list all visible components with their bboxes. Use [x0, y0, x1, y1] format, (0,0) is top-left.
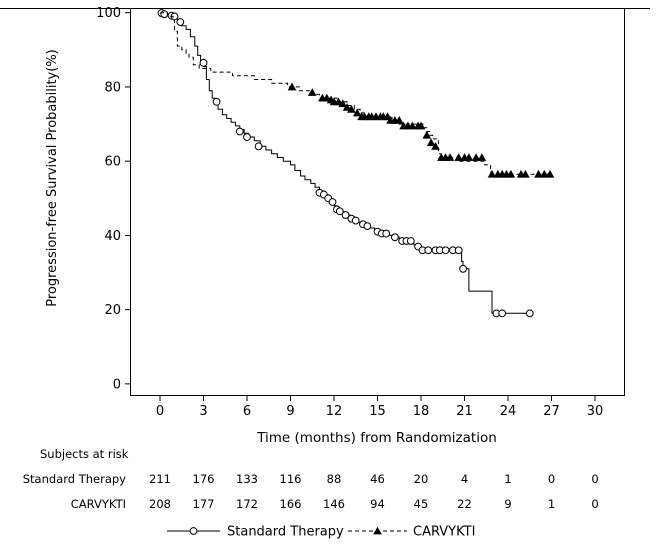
censor-mark-standard-therapy [382, 229, 391, 238]
risk-cell: 94 [370, 497, 385, 511]
censor-mark-carvykti [426, 138, 436, 147]
censor-mark-carvykti [416, 121, 426, 130]
risk-table-header: Subjects at risk [40, 447, 129, 461]
y-tick-label: 20 [104, 303, 121, 318]
risk-cell: 0 [591, 497, 598, 511]
series-carvykti [160, 12, 555, 178]
series-line-standard-therapy [160, 12, 530, 314]
censor-mark-carvykti [471, 153, 481, 161]
x-axis-label: Time (months) from Randomization [256, 430, 497, 446]
censor-mark-carvykti [477, 153, 487, 161]
series-standard-therapy [157, 9, 534, 318]
x-tick-label: 0 [156, 404, 164, 419]
censor-mark-carvykti [464, 153, 474, 161]
series-line-carvykti [160, 12, 552, 175]
censor-mark-standard-therapy [363, 222, 372, 231]
risk-cell: 0 [591, 472, 598, 486]
censor-mark-standard-therapy [459, 264, 467, 273]
censor-mark-standard-therapy [328, 198, 337, 206]
y-tick-label: 100 [96, 6, 121, 21]
censor-mark-carvykti [534, 169, 543, 178]
x-tick-label: 15 [369, 404, 386, 419]
risk-cell: 116 [280, 472, 302, 486]
x-tick-label: 9 [286, 404, 294, 419]
legend-label: Standard Therapy [227, 525, 344, 540]
censor-mark-standard-therapy [235, 127, 244, 136]
censor-mark-standard-therapy [243, 133, 251, 141]
censor-mark-carvykti [347, 104, 356, 113]
censor-mark-standard-therapy [176, 18, 185, 26]
x-tick-label: 27 [543, 404, 560, 419]
legend-label: CARVYKTI [413, 525, 475, 540]
risk-row-label: Standard Therapy [23, 472, 126, 486]
censor-mark-standard-therapy [441, 246, 450, 255]
censor-mark-carvykti [352, 108, 362, 117]
risk-cell: 20 [414, 472, 429, 486]
risk-cell: 1 [504, 472, 511, 486]
x-tick-label: 30 [587, 404, 604, 419]
censor-mark-carvykti [394, 116, 404, 124]
risk-cell: 166 [280, 497, 302, 511]
x-tick-label: 6 [243, 404, 251, 419]
y-tick-label: 60 [104, 155, 121, 170]
censor-mark-standard-therapy [335, 207, 344, 216]
x-tick-label: 24 [500, 404, 517, 419]
censor-mark-standard-therapy [391, 233, 399, 242]
risk-cell: 211 [149, 472, 171, 486]
risk-cell: 172 [236, 497, 258, 511]
censor-mark-carvykti [408, 121, 417, 130]
censor-mark-standard-therapy [525, 309, 534, 318]
risk-cell: 146 [323, 497, 345, 511]
censor-mark-standard-therapy [341, 211, 350, 219]
censor-mark-carvykti [287, 82, 297, 91]
censor-mark-carvykti [338, 99, 347, 108]
x-tick-label: 12 [326, 404, 343, 419]
risk-cell: 176 [193, 472, 215, 486]
censor-mark-carvykti [545, 169, 555, 178]
censor-mark-carvykti [445, 153, 455, 161]
x-tick-label: 18 [413, 404, 430, 419]
censor-mark-standard-therapy [254, 142, 263, 151]
y-axis-label: Progression-free Survival Probability(%) [45, 49, 60, 307]
censor-mark-standard-therapy [199, 58, 208, 67]
censor-mark-carvykti [521, 169, 530, 178]
censor-mark-carvykti [506, 169, 516, 178]
censor-mark-standard-therapy [498, 309, 507, 318]
risk-cell: 1 [548, 497, 555, 511]
y-tick-label: 80 [104, 80, 121, 95]
censor-mark-carvykti [431, 142, 440, 150]
y-tick-label: 0 [113, 377, 121, 392]
censor-mark-standard-therapy [160, 10, 169, 19]
risk-row-label: CARVYKTI [71, 497, 126, 511]
risk-cell: 177 [193, 497, 215, 511]
risk-cell: 46 [370, 472, 385, 486]
risk-cell: 4 [461, 472, 468, 486]
legend-marker [189, 527, 198, 535]
y-tick-label: 40 [104, 229, 121, 244]
censor-mark-carvykti [307, 88, 317, 96]
risk-cell: 22 [457, 497, 472, 511]
risk-cell: 9 [504, 497, 511, 511]
risk-cell: 133 [236, 472, 258, 486]
risk-cell: 88 [327, 472, 342, 486]
censor-mark-standard-therapy [212, 97, 221, 106]
x-tick-label: 21 [456, 404, 473, 419]
censor-mark-standard-therapy [351, 216, 360, 225]
risk-cell: 208 [149, 497, 171, 511]
legend-item-standard-therapy: Standard Therapy [167, 525, 344, 540]
censor-mark-carvykti [540, 169, 549, 178]
risk-cell: 45 [414, 497, 429, 511]
x-tick-label: 3 [199, 404, 207, 419]
legend-marker [373, 526, 382, 535]
legend-item-carvykti: CARVYKTI [348, 525, 475, 540]
censor-mark-standard-therapy [424, 246, 433, 255]
censor-mark-carvykti [422, 130, 432, 139]
censor-mark-carvykti [454, 153, 463, 161]
risk-cell: 0 [548, 472, 555, 486]
censor-mark-standard-therapy [406, 237, 415, 245]
censor-mark-standard-therapy [454, 246, 463, 255]
censor-mark-carvykti [487, 169, 497, 178]
